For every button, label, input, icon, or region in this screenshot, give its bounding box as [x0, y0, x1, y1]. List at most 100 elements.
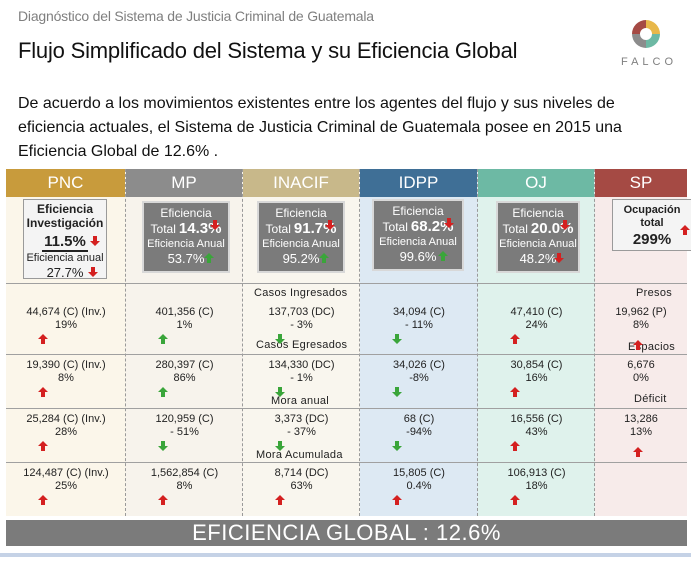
row-divider — [6, 408, 687, 409]
table-cell: 19,390 (C) (Inv.) 8% — [6, 359, 126, 385]
card-title: Eficiencia — [160, 206, 212, 220]
arrow-up-icon — [510, 334, 520, 344]
card-title: Ocupación total — [623, 204, 681, 229]
cell-percent: 16% — [525, 372, 548, 384]
table-cell: 13,286 13% — [595, 413, 687, 439]
cell-percent: 86% — [173, 372, 196, 384]
table-cell: 120,959 (C) - 51% — [126, 413, 243, 439]
table-cell: 280,397 (C) 86% — [126, 359, 243, 385]
occupancy-card-sp: Ocupación total 299% — [612, 199, 691, 251]
table-cell: 19,962 (P) 8% — [595, 306, 687, 332]
arrow-up-icon — [204, 253, 214, 263]
cell-value: 6,676 — [627, 359, 655, 371]
card-sub-row: 99.6% — [374, 249, 462, 265]
card-title: Eficiencia — [275, 206, 327, 220]
column-header-pnc: PNC — [6, 169, 125, 197]
column-header-inacif: INACIF — [243, 169, 359, 197]
card-sub-label: Eficiencia Anual — [499, 238, 577, 250]
card-sub-label: Eficiencia Anual — [147, 238, 225, 250]
global-efficiency-banner: EFICIENCIA GLOBAL : 12.6% — [6, 520, 687, 546]
page-subtitle: Diagnóstico del Sistema de Justicia Crim… — [18, 8, 374, 24]
arrow-up-icon — [392, 495, 402, 505]
arrow-up-icon — [158, 334, 168, 344]
cell-percent: -94% — [406, 426, 432, 438]
cell-value: 25,284 (C) (Inv.) — [26, 413, 106, 425]
table-cell: 134,330 (DC) - 1% — [243, 359, 360, 385]
cell-percent: 43% — [525, 426, 548, 438]
cell-percent: - 3% — [290, 319, 313, 331]
cell-percent: 19% — [54, 319, 78, 331]
section-label-mora-anual: Mora anual — [271, 395, 330, 407]
card-sub-row: 48.2% — [498, 251, 578, 267]
cell-percent: 63% — [290, 480, 313, 492]
arrow-up-icon — [275, 495, 285, 505]
cell-percent: 8% — [58, 372, 74, 384]
arrow-down-icon — [560, 220, 570, 230]
arrow-down-icon — [210, 220, 220, 230]
table-cell: 6,676 0% — [595, 359, 687, 385]
card-total-row: Total 68.2% — [374, 218, 462, 236]
section-label-casos-ingresados: Casos Ingresados — [254, 287, 348, 299]
efficiency-card-oj: Eficiencia Total 20.0% Eficiencia Anual 48.2… — [496, 201, 580, 273]
arrow-up-icon — [158, 387, 168, 397]
cell-value: 124,487 (C) (Inv.) — [23, 467, 109, 479]
cell-value: 13,286 — [624, 413, 658, 425]
arrow-down-icon — [444, 218, 454, 228]
falco-logo: FALCO — [612, 14, 682, 72]
card-title: Eficiencia — [392, 204, 444, 218]
arrow-up-icon — [38, 387, 48, 397]
card-sub-row: 95.2% — [259, 251, 343, 267]
arrow-up-icon — [38, 495, 48, 505]
cell-percent: 0.4% — [406, 480, 432, 492]
cell-value: 19,390 (C) (Inv.) — [26, 359, 106, 371]
efficiency-card-idpp: Eficiencia Total 68.2% Eficiencia Anual 99.6… — [372, 199, 464, 271]
cell-percent: 1% — [176, 319, 193, 331]
arrow-up-icon — [680, 225, 690, 235]
column-header-sp: SP — [595, 169, 687, 197]
page-title: Flujo Simplificado del Sistema y su Efic… — [18, 38, 518, 63]
card-total-row: Total 91.7% — [259, 220, 343, 238]
table-cell: 16,556 (C) 43% — [478, 413, 595, 439]
arrow-down-icon — [325, 220, 335, 230]
column-header-mp: MP — [126, 169, 242, 197]
card-value: 299% — [632, 231, 672, 248]
card-total-row: Total 20.0% — [498, 220, 578, 238]
cell-percent: 0% — [633, 372, 649, 384]
card-value: 14.3% — [178, 220, 222, 237]
cell-percent: 25% — [54, 480, 78, 492]
cell-value: 8,714 (DC) — [274, 467, 329, 479]
card-total-label: Total — [265, 222, 291, 236]
arrow-down-icon — [90, 236, 100, 246]
card-value: 20.0% — [530, 220, 574, 237]
column-header-oj: OJ — [478, 169, 594, 197]
card-value: 11.5% — [42, 233, 88, 252]
intro-paragraph: De acuerdo a los movimientos existentes … — [18, 95, 622, 160]
card-value: 91.7% — [293, 220, 337, 237]
arrow-up-icon — [158, 495, 168, 505]
card-sub-row: 53.7% — [144, 251, 228, 267]
cell-value: 120,959 (C) — [155, 413, 214, 425]
table-cell: 34,026 (C) -8% — [360, 359, 478, 385]
cell-value: 137,703 (DC) — [268, 306, 335, 318]
table-cell: 137,703 (DC) - 3% — [243, 306, 360, 332]
cell-value: 30,854 (C) — [510, 359, 563, 371]
arrow-up-icon — [38, 441, 48, 451]
arrow-up-icon — [510, 441, 520, 451]
arrow-down-icon — [88, 267, 98, 277]
row-divider — [6, 283, 687, 284]
cell-value: 19,962 (P) — [615, 306, 667, 318]
arrow-up-icon — [510, 495, 520, 505]
cell-value: 44,674 (C) (Inv.) — [26, 306, 106, 318]
column-header-idpp: IDPP — [360, 169, 477, 197]
cell-value: 1,562,854 (C) — [150, 467, 219, 479]
card-total-label: Total — [382, 220, 408, 234]
cell-value: 15,805 (C) — [393, 467, 445, 479]
table-cell: 25,284 (C) (Inv.) 28% — [6, 413, 126, 439]
cell-value: 68 (C) — [403, 413, 435, 425]
card-sub-label: Eficiencia Anual — [379, 236, 457, 248]
table-cell: 34,094 (C) - 11% — [360, 306, 478, 332]
card-value: 68.2% — [410, 218, 454, 235]
table-cell: 401,356 (C) 1% — [126, 306, 243, 332]
arrow-down-icon — [392, 334, 402, 344]
cell-percent: 8% — [633, 319, 649, 331]
